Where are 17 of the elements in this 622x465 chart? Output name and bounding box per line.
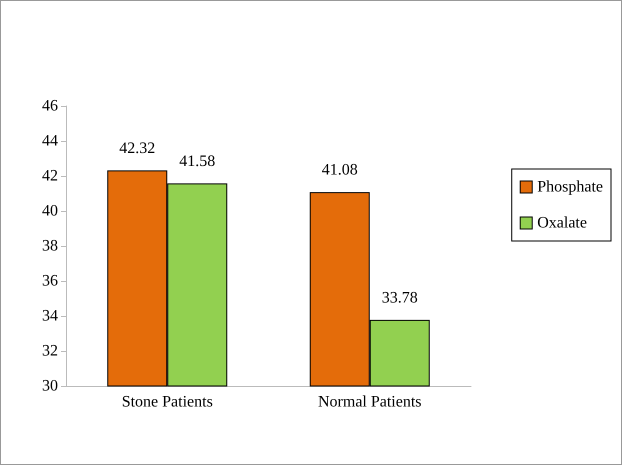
legend-label: Phosphate xyxy=(537,178,604,196)
y-tick-label: 38 xyxy=(42,238,58,254)
data-label: 41.58 xyxy=(179,152,216,170)
x-tick-label: Stone Patients xyxy=(122,394,213,410)
y-tick-label: 44 xyxy=(42,132,58,150)
y-tick-label: 36 xyxy=(42,272,58,290)
legend-label: Oxalate xyxy=(537,214,587,232)
x-tick-label: Normal Patients xyxy=(318,394,422,410)
y-tick-label: 46 xyxy=(42,98,58,114)
data-label: 42.32 xyxy=(119,140,156,157)
data-label: 41.08 xyxy=(322,162,358,179)
data-label: 33.78 xyxy=(382,289,418,306)
y-tick-label: 40 xyxy=(42,202,58,220)
y-tick-label: 34 xyxy=(42,308,58,324)
y-tick-label: 42 xyxy=(42,168,58,184)
y-tick-label: 32 xyxy=(42,342,58,360)
y-tick-label: 30 xyxy=(42,378,58,394)
